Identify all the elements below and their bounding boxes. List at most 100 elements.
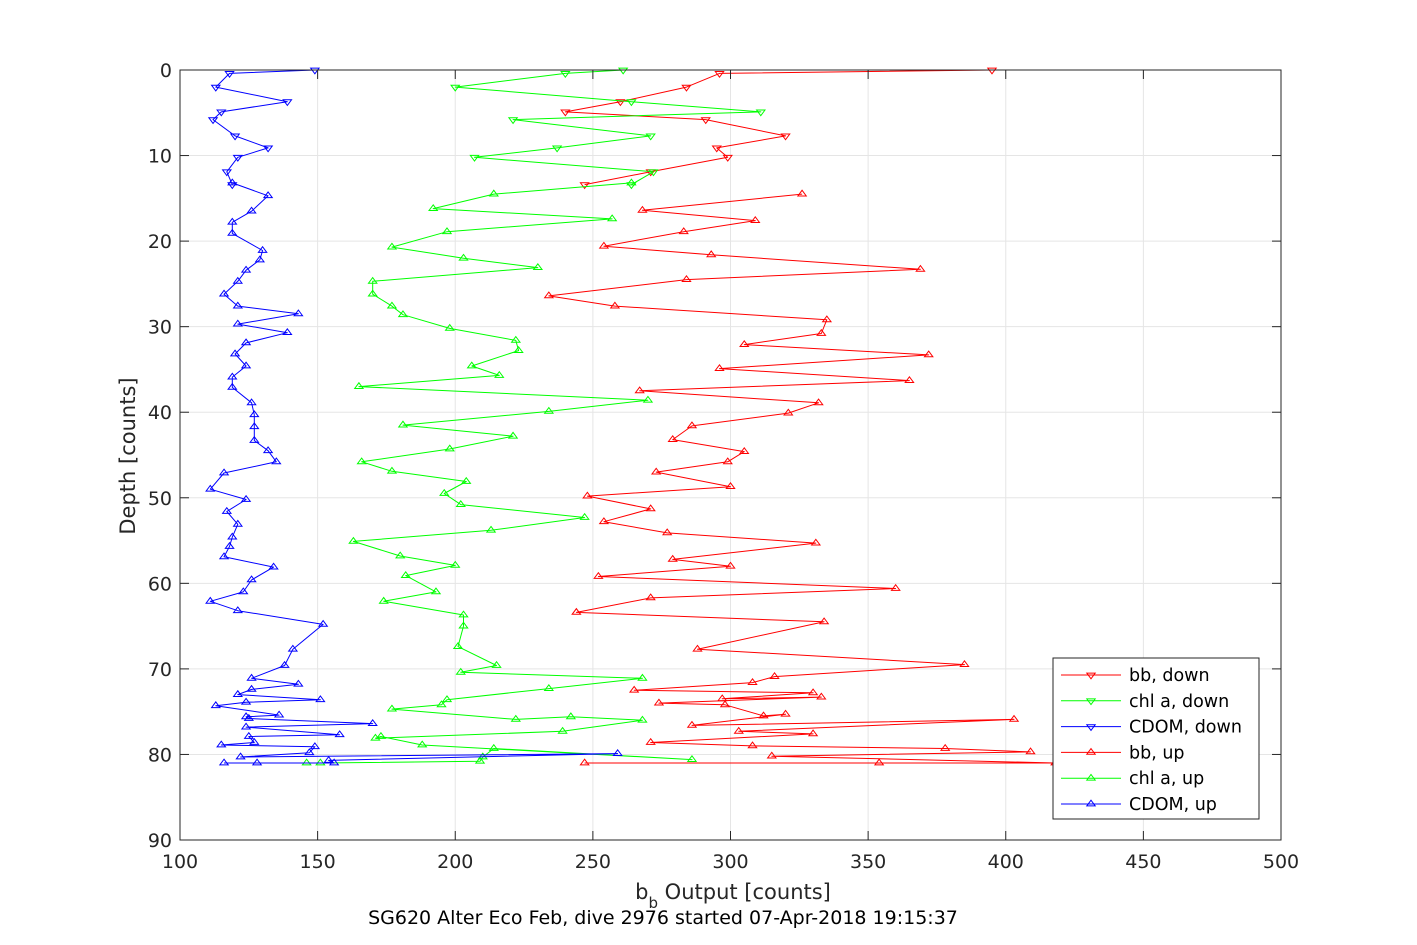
data-point-cdom-up: [323, 755, 334, 763]
data-point-bb-down: [714, 71, 725, 79]
series-chl-a-down: [450, 67, 766, 190]
data-point-bb-down: [615, 99, 626, 107]
data-point-chl-a-up: [375, 731, 387, 739]
data-point-chl-a-up: [441, 227, 453, 235]
data-point-bb-up: [769, 671, 780, 679]
y-tick-label: 80: [148, 744, 172, 766]
data-point-chl-a-up: [543, 406, 555, 414]
legend-label: chl a, down: [1129, 692, 1229, 712]
data-point-bb-down: [560, 109, 571, 117]
y-axis-label: Depth [counts]: [116, 377, 140, 534]
data-point-cdom-up: [246, 684, 257, 692]
data-point-chl-a-down: [626, 182, 637, 190]
data-point-chl-a-up: [441, 695, 453, 703]
data-point-chl-a-up: [532, 263, 544, 271]
data-point-cdom-up: [262, 191, 274, 199]
data-point-bb-up: [609, 301, 621, 309]
data-point-bb-up: [725, 561, 736, 569]
data-point-cdom-up: [232, 689, 243, 697]
x-tick-label: 350: [850, 851, 886, 873]
data-point-cdom-up: [287, 644, 299, 652]
data-point-cdom-up: [246, 673, 257, 681]
data-point-cdom-up: [227, 217, 238, 225]
y-tick-label: 90: [148, 830, 172, 852]
data-point-cdom-up: [210, 701, 221, 709]
data-point-cdom-up: [240, 494, 252, 502]
data-point-cdom-up: [249, 410, 260, 418]
data-point-chl-a-up: [397, 310, 409, 318]
x-axis-label-main: b: [635, 880, 648, 904]
y-tick-label: 20: [148, 231, 172, 253]
x-axis-label-rest: Output [counts]: [658, 880, 831, 904]
data-point-bb-up: [1008, 714, 1020, 722]
data-point-bb-up: [722, 457, 733, 465]
data-point-cdom-up: [246, 575, 257, 583]
series-chl-a-up: [301, 178, 698, 766]
data-point-cdom-up: [232, 276, 243, 284]
data-point-bb-up: [739, 446, 750, 454]
data-point-cdom-up: [227, 228, 238, 236]
data-point-chl-a-up: [510, 335, 521, 343]
data-point-chl-a-up: [494, 370, 505, 378]
data-point-cdom-up: [315, 695, 326, 703]
data-point-cdom-up: [262, 446, 274, 454]
data-point-bb-up: [733, 726, 744, 734]
data-point-cdom-down: [227, 182, 238, 190]
data-point-bb-up: [634, 386, 645, 394]
data-point-cdom-up: [235, 752, 246, 760]
data-point-bb-up: [816, 328, 827, 336]
data-point-chl-a-up: [386, 466, 398, 474]
data-point-bb-up: [571, 607, 582, 615]
data-point-cdom-up: [243, 713, 255, 721]
data-point-cdom-up: [240, 361, 252, 369]
data-point-chl-a-up: [458, 621, 469, 629]
data-point-chl-a-up: [444, 323, 455, 331]
x-tick-label: 100: [162, 851, 198, 873]
series-line-chl-a-down: [454, 69, 762, 186]
data-point-cdom-up: [293, 309, 304, 317]
data-point-chl-a-up: [436, 700, 447, 708]
data-point-cdom-up: [279, 660, 290, 668]
data-point-bb-up: [706, 250, 717, 258]
data-point-bb-down: [986, 67, 998, 75]
data-point-chl-a-up: [444, 444, 455, 452]
data-point-cdom-up: [232, 519, 243, 527]
data-point-cdom-up: [221, 506, 232, 514]
data-point-chl-a-down: [645, 133, 656, 141]
data-point-chl-a-up: [626, 178, 637, 186]
data-point-cdom-up: [227, 532, 238, 540]
data-point-chl-a-up: [386, 301, 398, 309]
data-point-chl-a-up: [565, 712, 577, 720]
data-point-bb-up: [904, 375, 915, 383]
data-point-bb-up: [692, 644, 703, 652]
data-point-bb-up: [890, 583, 901, 591]
data-point-bb-up: [1025, 747, 1036, 755]
data-point-chl-a-up: [474, 756, 486, 764]
data-point-cdom-up: [232, 301, 243, 309]
data-point-bb-up: [796, 189, 808, 197]
data-point-chl-a-up: [455, 500, 466, 508]
data-point-bb-up: [714, 363, 725, 371]
series-line-bb-up: [548, 193, 1056, 764]
data-point-cdom-up: [227, 178, 238, 186]
data-point-bb-up: [667, 554, 678, 562]
data-point-cdom-up: [240, 712, 252, 720]
data-point-cdom-up: [232, 319, 243, 327]
data-point-bb-up: [807, 729, 819, 737]
data-point-cdom-up: [254, 255, 266, 263]
data-point-cdom-up: [367, 719, 378, 727]
data-point-cdom-up: [273, 710, 285, 718]
data-point-chl-a-up: [356, 457, 367, 465]
data-point-cdom-down: [224, 71, 235, 79]
data-point-cdom-up: [334, 730, 345, 738]
data-point-chl-a-down: [626, 99, 637, 107]
series-line-cdom-down: [212, 69, 315, 185]
data-point-bb-up: [579, 758, 590, 766]
data-point-cdom-up: [229, 349, 241, 357]
y-tick-label: 50: [148, 488, 172, 510]
data-point-bb-up: [821, 315, 833, 323]
data-point-cdom-up: [218, 552, 230, 560]
data-point-cdom-up: [227, 372, 238, 380]
legend-entry-cdom-down: CDOM, down: [1061, 718, 1242, 738]
data-point-bb-down: [722, 154, 733, 162]
